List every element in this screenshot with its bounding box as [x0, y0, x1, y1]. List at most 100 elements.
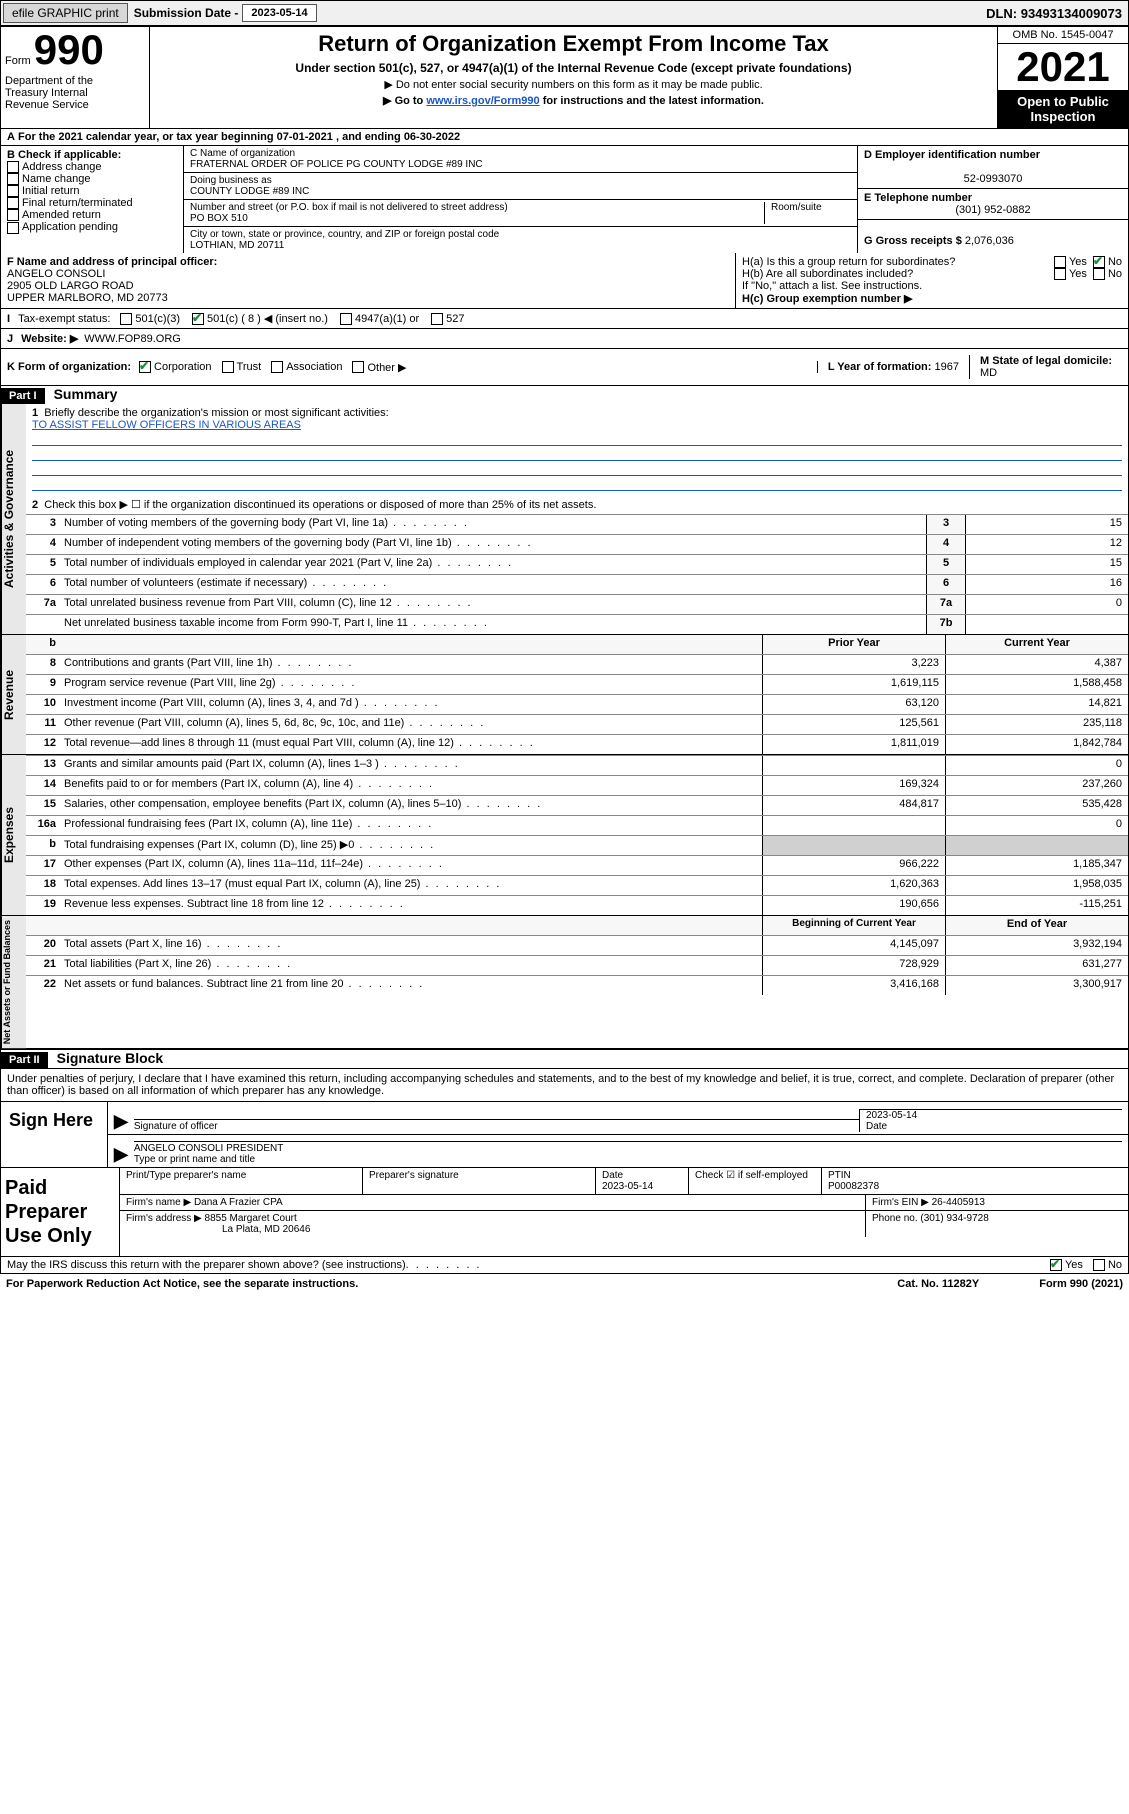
opt-amended-return: Amended return — [22, 209, 101, 221]
sig-officer-label: Signature of officer — [134, 1121, 218, 1132]
chk-501c3[interactable] — [120, 313, 132, 325]
line-desc: Total expenses. Add lines 13–17 (must eq… — [60, 876, 762, 895]
current-value: 1,185,347 — [945, 856, 1128, 875]
chk-ha-yes[interactable] — [1054, 256, 1066, 268]
box-deg: D Employer identification number 52-0993… — [857, 146, 1128, 253]
prep-print-label: Print/Type preparer's name — [120, 1168, 363, 1194]
chk-4947[interactable] — [340, 313, 352, 325]
line-box-label: 4 — [926, 535, 965, 554]
summary-line: 21Total liabilities (Part X, line 26)728… — [26, 955, 1128, 975]
chk-address-change[interactable] — [7, 161, 19, 173]
chk-other[interactable] — [352, 361, 364, 373]
chk-application-pending[interactable] — [7, 222, 19, 234]
chk-final-return[interactable] — [7, 197, 19, 209]
addr-value: PO BOX 510 — [190, 213, 248, 224]
rev-bnum: b — [26, 635, 60, 654]
website-value: WWW.FOP89.ORG — [84, 333, 181, 345]
line-num: 14 — [26, 776, 60, 795]
line-desc: Program service revenue (Part VIII, line… — [60, 675, 762, 694]
line-num: 13 — [26, 756, 60, 775]
line-num: 20 — [26, 936, 60, 955]
label-a: A — [7, 131, 15, 143]
submission-label: Submission Date - — [130, 6, 243, 20]
self-employed-label: Check ☑ if self-employed — [695, 1170, 808, 1181]
summary-line: 12Total revenue—add lines 8 through 11 (… — [26, 734, 1128, 754]
line-desc: Total fundraising expenses (Part IX, col… — [60, 836, 762, 855]
label-m: M State of legal domicile: — [980, 355, 1112, 367]
line-desc: Revenue less expenses. Subtract line 18 … — [60, 896, 762, 915]
chk-hb-no[interactable] — [1093, 268, 1105, 280]
efile-print-button[interactable]: efile GRAPHIC print — [3, 3, 128, 23]
chk-trust[interactable] — [222, 361, 234, 373]
chk-initial-return[interactable] — [7, 185, 19, 197]
summary-line: 7aTotal unrelated business revenue from … — [26, 594, 1128, 614]
line-num: 17 — [26, 856, 60, 875]
current-value: 535,428 — [945, 796, 1128, 815]
prior-value: 966,222 — [762, 856, 945, 875]
line-desc: Salaries, other compensation, employee b… — [60, 796, 762, 815]
firm-phone-label: Phone no. — [872, 1213, 920, 1224]
firm-addr1: 8855 Margaret Court — [205, 1213, 297, 1224]
header-right: OMB No. 1545-0047 2021 Open to Public In… — [997, 27, 1128, 128]
ein-row: D Employer identification number 52-0993… — [858, 146, 1128, 189]
line-box-label: 7b — [926, 615, 965, 634]
ty-begin: 07-01-2021 — [277, 131, 333, 143]
footer-last: For Paperwork Reduction Act Notice, see … — [0, 1274, 1129, 1294]
opt-initial-return: Initial return — [22, 185, 79, 197]
arrow-icon: ▶ — [114, 1144, 134, 1165]
summary-line: 22Net assets or fund balances. Subtract … — [26, 975, 1128, 995]
city-row: City or town, state or province, country… — [184, 227, 857, 253]
summary-line: bTotal fundraising expenses (Part IX, co… — [26, 835, 1128, 855]
discuss-text: May the IRS discuss this return with the… — [7, 1259, 406, 1271]
chk-ha-no[interactable] — [1093, 256, 1105, 268]
firm-phone: (301) 934-9728 — [920, 1213, 988, 1224]
summary-line: 14Benefits paid to or for members (Part … — [26, 775, 1128, 795]
sig-date-label: Date — [866, 1121, 887, 1132]
tab-expenses: Expenses — [1, 755, 26, 915]
line-num: 10 — [26, 695, 60, 714]
chk-discuss-no[interactable] — [1093, 1259, 1105, 1271]
tax-status-row: I Tax-exempt status: 501(c)(3) 501(c) ( … — [0, 309, 1129, 329]
prior-value: 190,656 — [762, 896, 945, 915]
form-number: 990 — [34, 26, 104, 73]
line-desc: Net unrelated business taxable income fr… — [60, 615, 926, 634]
line-desc: Benefits paid to or for members (Part IX… — [60, 776, 762, 795]
hb-no: No — [1108, 268, 1122, 280]
line-box-label: 7a — [926, 595, 965, 614]
chk-amended-return[interactable] — [7, 209, 19, 221]
chk-hb-yes[interactable] — [1054, 268, 1066, 280]
part2: Part II Signature Block — [0, 1049, 1129, 1069]
line-num: 16a — [26, 816, 60, 835]
prep-date-label: Date — [602, 1170, 623, 1181]
summary-line: 10Investment income (Part VIII, column (… — [26, 694, 1128, 714]
gov-section: Activities & Governance 1 Briefly descri… — [1, 404, 1128, 634]
line-value: 0 — [965, 595, 1128, 614]
line-desc: Total number of individuals employed in … — [60, 555, 926, 574]
chk-corporation[interactable] — [139, 361, 151, 373]
prior-value: 125,561 — [762, 715, 945, 734]
name-label: Type or print name and title — [134, 1154, 255, 1165]
chk-name-change[interactable] — [7, 173, 19, 185]
label-l: L Year of formation: — [828, 361, 935, 373]
chk-association[interactable] — [271, 361, 283, 373]
line-box-label: 5 — [926, 555, 965, 574]
chk-501c[interactable] — [192, 313, 204, 325]
ein-label: D Employer identification number — [864, 149, 1040, 161]
chk-discuss-yes[interactable] — [1050, 1259, 1062, 1271]
prior-value: 63,120 — [762, 695, 945, 714]
line-desc: Grants and similar amounts paid (Part IX… — [60, 756, 762, 775]
line-desc: Number of independent voting members of … — [60, 535, 926, 554]
prep-sig-label: Preparer's signature — [363, 1168, 596, 1194]
address-row: Number and street (or P.O. box if mail i… — [184, 200, 857, 227]
officer-name: ANGELO CONSOLI — [7, 268, 105, 280]
officer-addr1: 2905 OLD LARGO ROAD — [7, 280, 134, 292]
irs-link[interactable]: www.irs.gov/Form990 — [426, 95, 539, 107]
line-desc: Total liabilities (Part X, line 26) — [60, 956, 762, 975]
mission-line — [32, 462, 1122, 476]
col-prior-year: Prior Year — [762, 635, 945, 654]
form-number-box: Form 990 Department of the Treasury Inte… — [1, 27, 150, 128]
current-value: 235,118 — [945, 715, 1128, 734]
phone-row: E Telephone number (301) 952-0882 — [858, 189, 1128, 220]
line-num: 5 — [26, 555, 60, 574]
chk-527[interactable] — [431, 313, 443, 325]
